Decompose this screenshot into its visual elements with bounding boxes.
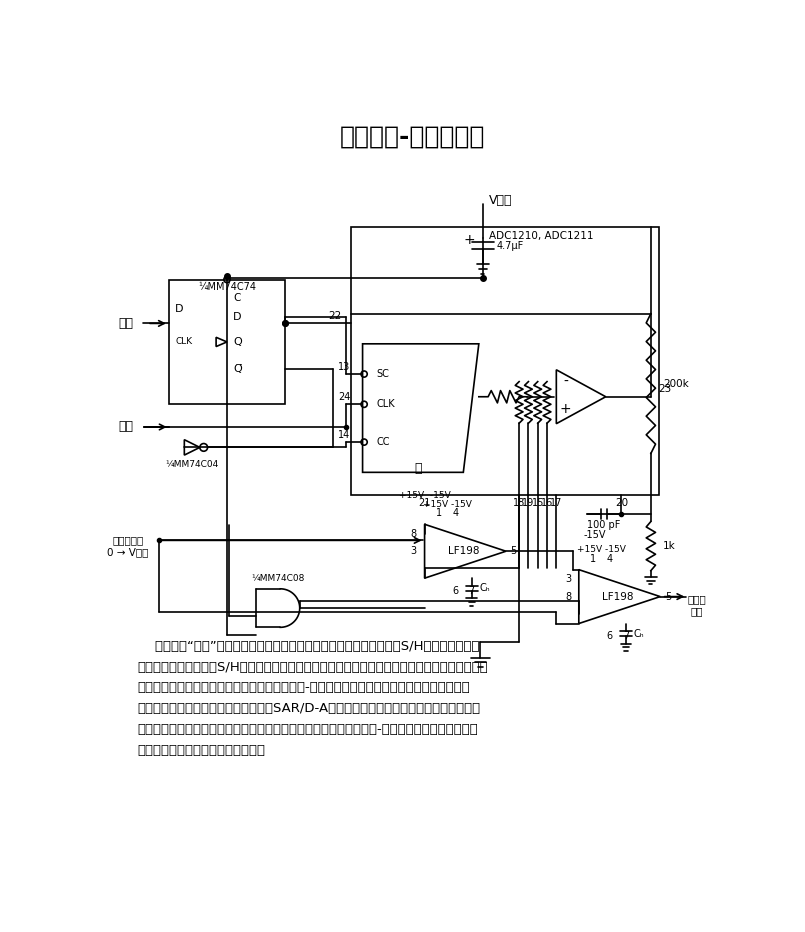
Text: D: D xyxy=(175,305,184,314)
Text: 3: 3 xyxy=(565,574,571,584)
Text: 换而保持该模拟电压。在变换期间，尻SAR/D-A变换器在不断地调整以复现新的输入电压，: 换而保持该模拟电压。在变换期间，尻SAR/D-A变换器在不断地调整以复现新的输入… xyxy=(138,702,481,715)
Text: 采样: 采样 xyxy=(118,317,133,330)
Text: CLK: CLK xyxy=(377,399,395,409)
Text: 4.7μF: 4.7μF xyxy=(497,240,524,251)
Text: 24: 24 xyxy=(338,392,350,403)
Text: SC: SC xyxy=(377,369,390,379)
Text: 0 → V参考: 0 → V参考 xyxy=(107,547,148,556)
Text: 8: 8 xyxy=(411,529,417,539)
Text: -: - xyxy=(564,375,568,389)
Text: 7: 7 xyxy=(469,585,475,596)
Text: ¼MM74C04: ¼MM74C04 xyxy=(166,459,219,469)
Text: -15V: -15V xyxy=(584,530,606,541)
Text: 15: 15 xyxy=(531,498,544,508)
Text: 1: 1 xyxy=(590,554,597,564)
Text: 1: 1 xyxy=(436,509,442,518)
Text: 3: 3 xyxy=(411,546,417,556)
Text: 6: 6 xyxy=(452,585,459,596)
Text: ¼MM74C08: ¼MM74C08 xyxy=(251,573,305,582)
Text: 19: 19 xyxy=(522,498,535,508)
Text: 13: 13 xyxy=(338,363,350,372)
Text: 5: 5 xyxy=(510,546,517,556)
Text: 7: 7 xyxy=(623,631,630,641)
Text: 态，随后就重新生成新的模拟电压。: 态，随后就重新生成新的模拟电压。 xyxy=(138,744,266,757)
Text: 18: 18 xyxy=(513,498,525,508)
Text: 同一个采样信号触发一个更新信息送到输入采样-保持放大器。它捕获当前的模拟电压，并为变: 同一个采样信号触发一个更新信息送到输入采样-保持放大器。它捕获当前的模拟电压，并… xyxy=(138,681,471,694)
Text: 4: 4 xyxy=(452,509,459,518)
Text: 时钟: 时钟 xyxy=(118,420,133,433)
Text: Cₕ: Cₕ xyxy=(634,628,644,638)
Text: 当收到采样信号，就使S/H放大器进入保持状态，它保持该电压直到出现新的有效模拟电压为止。: 当收到采样信号，就使S/H放大器进入保持状态，它保持该电压直到出现新的有效模拟电… xyxy=(138,661,489,674)
Text: 22: 22 xyxy=(328,311,341,322)
Text: Cₕ: Cₕ xyxy=(480,583,490,593)
Text: LF198: LF198 xyxy=(602,592,634,601)
Text: +: + xyxy=(464,233,475,247)
Text: LF198: LF198 xyxy=(448,546,480,556)
Text: 1k: 1k xyxy=(663,541,676,551)
Text: +: + xyxy=(559,402,572,416)
Text: V参考: V参考 xyxy=(489,194,513,207)
Text: 在正常的“保持”状态下，复现的模拟输入电压被缓冲，并且直接通过S/H放大器而输出。: 在正常的“保持”状态下，复现的模拟输入电压被缓冲，并且直接通过S/H放大器而输出… xyxy=(138,639,479,652)
Text: 16: 16 xyxy=(541,498,553,508)
Text: 但先前测定的电压仍稳定地保持在输出端。在变换结束时，输出采样-保持放大器再次进入跟踪状: 但先前测定的电压仍稳定地保持在输出端。在变换结束时，输出采样-保持放大器再次进入… xyxy=(138,723,479,736)
Text: 21: 21 xyxy=(419,498,431,508)
Text: 200k: 200k xyxy=(663,378,689,389)
Text: Q: Q xyxy=(233,337,242,347)
Text: D: D xyxy=(233,312,242,322)
Bar xyxy=(169,280,285,404)
Text: 14: 14 xyxy=(338,431,350,440)
Text: ADC1210, ADC1211: ADC1210, ADC1211 xyxy=(489,231,594,240)
Text: 无限采样-保持放大器: 无限采样-保持放大器 xyxy=(340,125,485,148)
Text: C: C xyxy=(233,294,241,303)
Text: Q̅: Q̅ xyxy=(233,364,242,375)
Text: 模拟量: 模拟量 xyxy=(687,595,706,604)
Text: 17: 17 xyxy=(550,498,563,508)
Text: +15V -15V: +15V -15V xyxy=(577,545,626,555)
Text: 100 pF: 100 pF xyxy=(587,520,621,529)
Text: 6: 6 xyxy=(607,631,613,641)
Bar xyxy=(351,226,658,495)
Text: 5: 5 xyxy=(665,592,671,601)
Text: +15V -15V: +15V -15V xyxy=(423,500,472,509)
Text: ¼MM74C74: ¼MM74C74 xyxy=(198,282,256,293)
Text: 20: 20 xyxy=(615,498,628,508)
Text: 4: 4 xyxy=(607,554,613,564)
Text: 23: 23 xyxy=(658,384,672,394)
Text: 输出: 输出 xyxy=(691,606,703,616)
Text: CLK: CLK xyxy=(175,337,192,347)
Text: 模拟量输入: 模拟量输入 xyxy=(112,535,143,545)
Text: 8: 8 xyxy=(565,592,571,601)
Text: CC: CC xyxy=(377,437,390,447)
Text: 地: 地 xyxy=(415,462,422,475)
Text: +15V  -15V: +15V -15V xyxy=(398,490,451,500)
